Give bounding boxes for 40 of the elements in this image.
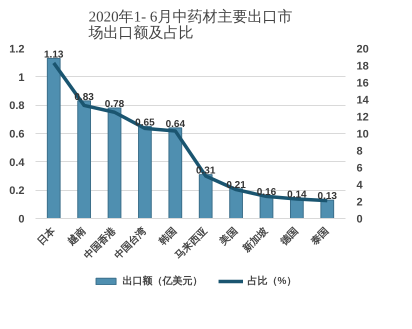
y-tick-label: 0.6 <box>9 128 25 140</box>
y-tick-label: 0.8 <box>9 100 25 112</box>
y2-tick-label: 18 <box>356 60 369 72</box>
bar <box>108 108 122 218</box>
x-tick-label: 德国 <box>277 224 301 248</box>
y2-tick-label: 16 <box>356 78 369 90</box>
y2-tick-label: 0 <box>356 214 363 226</box>
bar <box>198 174 213 218</box>
y2-tick-label: 10 <box>356 128 369 140</box>
x-tick-label: 美国 <box>216 224 240 248</box>
data-label: 0.64 <box>166 118 186 130</box>
x-tick-label: 韩国 <box>156 224 180 248</box>
y-tick-label: 1 <box>18 72 25 84</box>
bar <box>168 127 182 218</box>
legend-label: 占比（%） <box>248 274 296 288</box>
y2-tick-label: 8 <box>356 146 363 158</box>
bar <box>138 126 152 218</box>
data-label: 0.65 <box>135 117 156 128</box>
chart-title: 2020年1- 6月中药材主要出口市场出口额及占比 <box>88 8 292 42</box>
y2-tick-label: 20 <box>356 44 369 56</box>
y2-tick-label: 2 <box>356 196 363 208</box>
y2-tick-label: 14 <box>356 94 370 106</box>
y-tick-label: 0.4 <box>9 156 26 169</box>
legend-label: 出口额（亿美元） <box>122 274 203 288</box>
x-tick-label: 新加坡 <box>240 224 272 256</box>
data-label: 0.78 <box>104 99 125 110</box>
x-tick-label: 日本 <box>34 224 58 248</box>
y-tick-label: 1.2 <box>9 44 25 56</box>
data-label: 0.13 <box>318 191 338 202</box>
y2-tick-label: 6 <box>356 162 363 174</box>
y2-tick-label: 12 <box>356 112 369 124</box>
data-label: 1.13 <box>44 49 64 60</box>
y-tick-label: 0 <box>18 214 25 226</box>
x-tick-label: 泰国 <box>308 224 332 248</box>
bar <box>77 100 92 218</box>
bar <box>46 58 61 218</box>
x-tick-label: 越南 <box>64 224 88 248</box>
y-tick-label: 0.2 <box>9 185 25 198</box>
y2-tick-label: 4 <box>356 180 364 192</box>
bar <box>229 188 243 218</box>
